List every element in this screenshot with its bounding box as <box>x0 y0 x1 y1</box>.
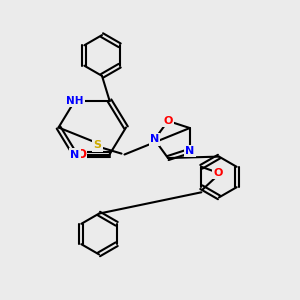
Text: O: O <box>163 116 173 126</box>
Text: S: S <box>94 140 101 151</box>
Text: O: O <box>213 168 223 178</box>
Text: O: O <box>76 148 86 161</box>
Text: N: N <box>150 134 159 145</box>
Text: N: N <box>185 146 194 156</box>
Text: NH: NH <box>66 95 84 106</box>
Text: N: N <box>70 149 80 160</box>
